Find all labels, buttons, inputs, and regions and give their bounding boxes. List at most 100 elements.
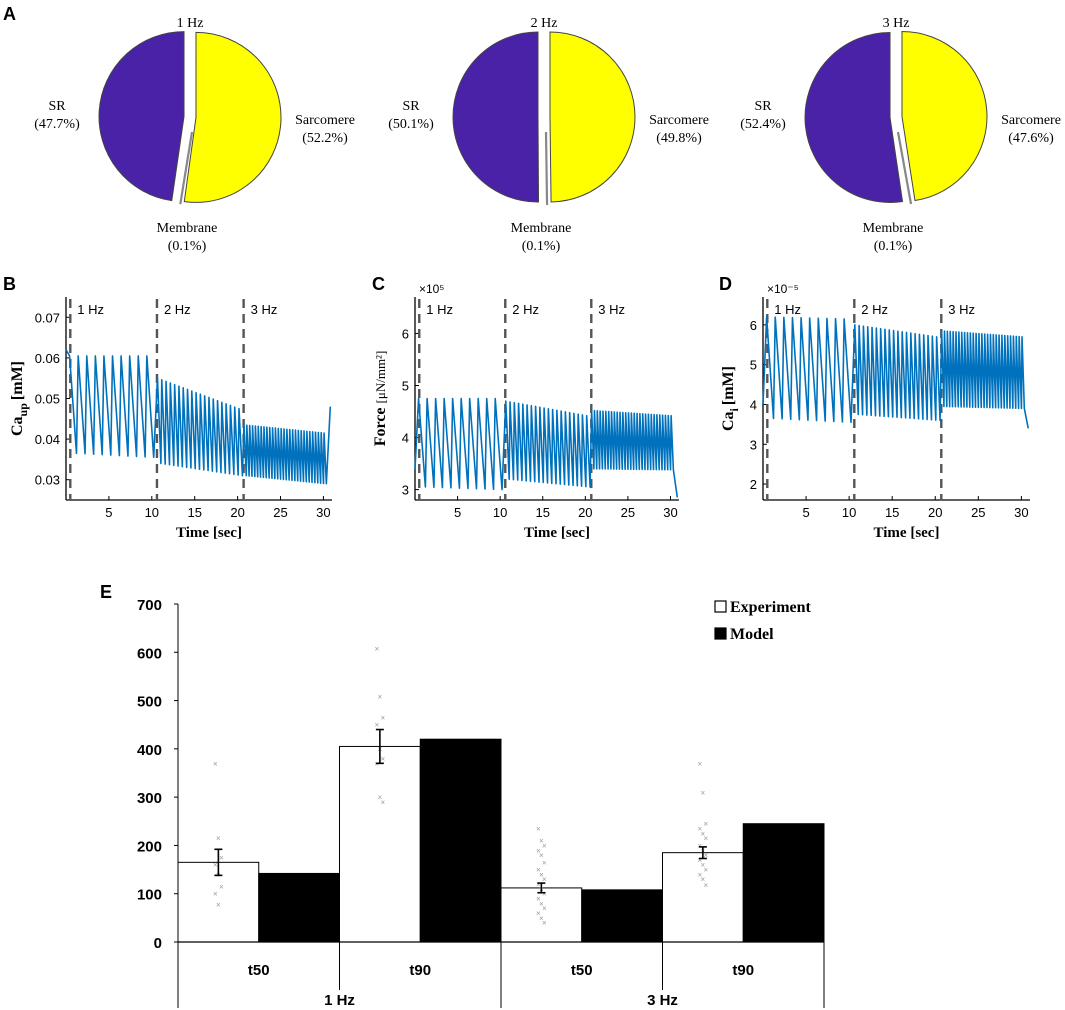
pie-pct-sarcomere: (47.6%) (1008, 131, 1054, 146)
x-tick-label: 20 (928, 505, 942, 520)
y-tick-label: 5 (402, 378, 409, 393)
y-tick-label: 3 (750, 437, 757, 452)
pie-slice-membrane (544, 131, 549, 206)
data-point: × (542, 890, 547, 899)
group-label: 1 Hz (324, 992, 355, 1009)
pie-pct-sr: (50.1%) (388, 117, 434, 132)
line-chart-1: 5 10 15 20 25 30 0.03 0.04 0.05 0.06 0.07 Time [sec… (9, 297, 332, 541)
y-label-unit: [mM] (720, 366, 737, 405)
data-point: × (704, 820, 709, 829)
frequency-label: 2 Hz (164, 302, 191, 317)
data-point: × (213, 890, 218, 899)
data-point: × (381, 798, 386, 807)
pie-slice-membrane (179, 131, 194, 205)
frequency-label: 2 Hz (512, 302, 539, 317)
bar-y-tick-label: 600 (137, 645, 162, 662)
y-tick-label: 5 (750, 358, 757, 373)
pie-label-sarcomere: Sarcomere (295, 113, 355, 128)
pie-label-sr: SR (48, 99, 66, 114)
frequency-label: 1 Hz (77, 302, 104, 317)
data-point: × (704, 851, 709, 860)
data-point: × (219, 882, 224, 891)
trace-line (762, 316, 1030, 429)
frequency-label: 1 Hz (426, 302, 453, 317)
x-tick-label: 10 (493, 505, 507, 520)
pie-pct-sr: (52.4%) (740, 117, 786, 132)
pie-slice-sr (804, 31, 904, 203)
x-tick-label: 15 (885, 505, 899, 520)
pie-label-membrane: Membrane (863, 221, 924, 236)
x-tick-label: 25 (971, 505, 985, 520)
pie-slice-sarcomere (549, 31, 636, 203)
panel-label-b: B (3, 274, 16, 294)
y-tick-label: 6 (402, 326, 409, 341)
data-point: × (539, 914, 544, 923)
data-point: × (704, 834, 709, 843)
category-label: t50 (248, 962, 270, 979)
data-point: × (536, 866, 541, 875)
bar-y-tick-label: 300 (137, 790, 162, 807)
panel-label-e: E (100, 582, 112, 602)
pie-label-membrane: Membrane (511, 221, 572, 236)
data-point: × (536, 909, 541, 918)
frequency-label: 2 Hz (861, 302, 888, 317)
data-point: × (704, 881, 709, 890)
pie-chart-2: 2 Hz Sarcomere (49.8%) SR (50.1%) Membrane (0.… (388, 16, 709, 254)
y-label-main: Ca (9, 416, 26, 436)
bar-model (581, 889, 663, 943)
data-point: × (381, 713, 386, 722)
data-point: × (698, 841, 703, 850)
y-label-unit: [μN/mm²] (373, 351, 388, 404)
data-point: × (542, 858, 547, 867)
bar-y-tick-label: 700 (137, 597, 162, 614)
pie-label-sr: SR (402, 99, 420, 114)
x-tick-label: 30 (316, 505, 330, 520)
x-tick-label: 10 (842, 505, 856, 520)
data-point: × (536, 880, 541, 889)
bar-model (419, 738, 502, 943)
y-tick-label: 4 (750, 397, 757, 412)
pie-slice-sarcomere (901, 31, 988, 202)
pie-slice-sr (98, 31, 185, 202)
legend-label-experiment: Experiment (730, 599, 812, 616)
bar-experiment (662, 852, 744, 943)
pie-slice-sarcomere (183, 31, 282, 203)
pie-title: 3 Hz (883, 16, 910, 31)
legend-swatch-model (714, 627, 727, 640)
x-tick-label: 25 (273, 505, 287, 520)
pie-chart-1: 1 Hz Sarcomere (52.2%) SR (47.7%) Membrane (0.… (34, 16, 355, 254)
pie-title: 2 Hz (531, 16, 558, 31)
data-point: × (375, 644, 380, 653)
data-point: × (536, 825, 541, 834)
bar-y-tick-label: 500 (137, 694, 162, 711)
y-tick-label: 0.05 (35, 392, 60, 407)
y-axis-label: Caup [mM] (9, 361, 30, 436)
line-chart-2: 5 10 15 20 25 30 3 4 5 6 Time [sec] ×10⁵ Force [μN/mm… (372, 282, 679, 541)
pie-pct-sr: (47.7%) (34, 117, 80, 132)
bar-model (258, 872, 340, 943)
pie-slice-sr (452, 31, 540, 203)
frequency-label: 3 Hz (598, 302, 625, 317)
data-point: × (542, 875, 547, 884)
data-point: × (701, 829, 706, 838)
pie-pct-membrane: (0.1%) (168, 239, 207, 254)
y-axis-label: Cai [mM] (720, 366, 741, 431)
x-tick-label: 25 (621, 505, 635, 520)
pie-pct-membrane: (0.1%) (522, 239, 561, 254)
pie-title: 1 Hz (177, 16, 204, 31)
panel-label-c: C (372, 274, 385, 294)
bar-y-tick-label: 400 (137, 742, 162, 759)
frequency-label: 3 Hz (948, 302, 975, 317)
y-tick-label: 0.04 (35, 432, 60, 447)
x-tick-label: 15 (187, 505, 201, 520)
pie-label-sr: SR (754, 99, 772, 114)
data-point: × (698, 759, 703, 768)
x-axis-label: Time [sec] (524, 525, 590, 541)
data-point: × (539, 851, 544, 860)
y-tick-label: 0.07 (35, 310, 60, 325)
data-point: × (216, 834, 221, 843)
y-label-main: Ca (720, 411, 737, 431)
pie-pct-membrane: (0.1%) (874, 239, 913, 254)
